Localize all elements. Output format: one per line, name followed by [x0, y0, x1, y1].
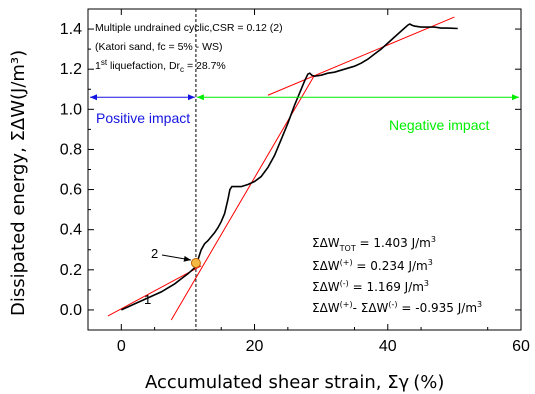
first-liquefaction-marker: [190, 257, 201, 268]
y-tick-label: 0.6: [60, 182, 82, 199]
positive-impact-label: Positive impact: [96, 110, 190, 126]
x-tick-label: 20: [246, 338, 264, 355]
y-tick-label: 1.4: [60, 21, 82, 38]
summary-total: ΣΔWTOT = 1.403 J/m3: [312, 235, 436, 253]
x-tick-label: 60: [512, 338, 530, 355]
x-axis-title: Accumulated shear strain, Σγ (%): [145, 372, 444, 393]
annotation-sand-type: (Katori sand, fc = 5% - WS): [95, 41, 223, 53]
energy-curve: [120, 23, 458, 311]
summary-positive: ΣΔW(+) = 0.234 J/m3: [312, 258, 433, 273]
y-tick-label: 1.2: [60, 61, 82, 78]
x-axis-ticks: 0 20 40 60: [87, 9, 530, 355]
energy-summary: ΣΔWTOT = 1.403 J/m3 ΣΔW(+) = 0.234 J/m3 …: [312, 235, 482, 315]
tangent-line: [107, 265, 202, 317]
plot-frame: [87, 8, 522, 331]
y-tick-label: 0.0: [60, 302, 82, 319]
y-axis-ticks: 0.0 0.2 0.4 0.6 0.8 1.0 1.2 1.4: [60, 8, 521, 319]
y-tick-label: 1.0: [60, 101, 82, 118]
summary-negative: ΣΔW(-) = 1.169 J/m3: [312, 279, 429, 294]
annotation-test-type: Multiple undrained cyclic,CSR = 0.12 (2): [95, 22, 283, 34]
y-axis-title: Dissipated energy, ΣΔW(J/m³): [8, 50, 29, 316]
tangent-line: [267, 16, 455, 96]
point-2-label: 2: [151, 246, 158, 261]
summary-difference: ΣΔW(+)- ΣΔW(-) = -0.935 J/m3: [312, 300, 482, 315]
tangent-line: [170, 74, 315, 321]
point-1-label: 1: [144, 292, 151, 307]
y-tick-label: 0.8: [60, 141, 82, 158]
negative-impact-label: Negative impact: [389, 117, 489, 133]
x-tick-label: 40: [379, 338, 397, 355]
y-tick-label: 0.2: [60, 262, 82, 279]
x-tick-label: 0: [117, 338, 126, 355]
point-2-pointer: [161, 254, 192, 262]
annotation-liquefaction: 1st liquefaction, Drc = 28.7%: [95, 58, 226, 74]
y-tick-label: 0.4: [60, 222, 82, 239]
